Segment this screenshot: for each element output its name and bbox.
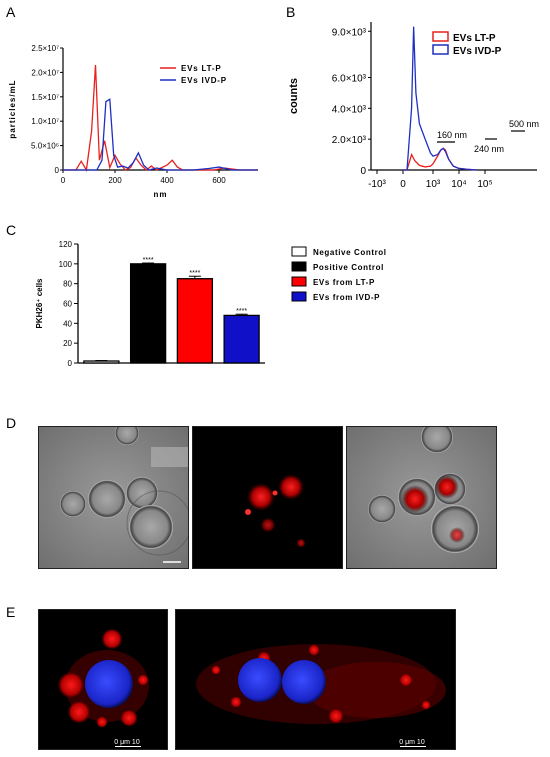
micrograph-d-pkh26 — [192, 426, 343, 569]
y-tick-label: 1.0×10⁷ — [31, 117, 59, 126]
micrograph-e-cell-1: 0 μm 10 — [38, 609, 168, 750]
annotation-160nm: 160 nm — [437, 130, 467, 140]
legend-swatch — [432, 44, 449, 55]
legend-label: Negative Control — [313, 248, 387, 257]
panel-label-d: D — [6, 415, 17, 431]
annotation-240nm: 240 nm — [474, 144, 504, 154]
panel-label-a: A — [6, 4, 16, 20]
legend-swatch — [291, 276, 307, 287]
y-tick-label: 9.0×10³ — [332, 27, 367, 38]
annotation-500nm: 500 nm — [509, 119, 539, 129]
y-tick-label: 2.5×10⁷ — [31, 44, 59, 53]
x-tick-label: -10³ — [368, 179, 386, 190]
panel-label-e: E — [6, 604, 16, 620]
x-tick-label: 600 — [212, 176, 226, 185]
legend-label: EVs LT-P — [453, 33, 496, 44]
chart-a: 0 5.0×10⁶ 1.0×10⁷ 1.5×10⁷ 2.0×10⁷ 2.5×10⁷ 0 200… — [8, 44, 258, 199]
legend-label: EVs from IVD-P — [313, 293, 380, 302]
micrograph-d-brightfield — [38, 426, 189, 569]
legend-label: EVs IVD-P — [453, 46, 502, 57]
bar-1 — [129, 263, 167, 364]
legend-label: EVs from LT-P — [313, 278, 375, 287]
series-line-ivd-p — [63, 98, 258, 171]
legend-swatch — [432, 31, 449, 42]
y-tick-label: 1.5×10⁷ — [31, 93, 59, 102]
y-tick-label: 2.0×10³ — [332, 135, 367, 146]
panel-label-c: C — [6, 222, 17, 238]
x-tick-label: 10⁵ — [477, 179, 492, 190]
x-tick-label: 10³ — [426, 179, 441, 190]
legend-label: EVs IVD-P — [181, 76, 227, 85]
x-tick-label: 0 — [400, 179, 406, 190]
chart-c: 0 20 40 60 80 100 120 PKH26⁺ cells **** **** **** N… — [35, 240, 387, 368]
y-tick-label: 0 — [55, 166, 60, 175]
micrograph-e-cell-2: 0 μm 10 — [175, 609, 456, 750]
y-axis-label: PKH26⁺ cells — [35, 278, 44, 329]
x-tick-label: 0 — [61, 176, 66, 185]
y-tick-label: 4.0×10³ — [332, 104, 367, 115]
panel-label-b: B — [286, 4, 296, 20]
y-tick-label: 40 — [63, 319, 72, 328]
y-tick-label: 20 — [63, 339, 72, 348]
y-tick-label: 80 — [63, 280, 72, 289]
scale-bar-label-e2: 0 μm 10 — [399, 739, 425, 746]
micrograph-d-merge — [346, 426, 497, 569]
bar-2 — [176, 278, 214, 364]
x-tick-label: 400 — [160, 176, 174, 185]
x-tick-label: 200 — [108, 176, 122, 185]
x-axis-label: nm — [154, 190, 168, 199]
legend-swatch — [291, 291, 307, 302]
significance-label: **** — [143, 257, 154, 264]
y-tick-label: 2.0×10⁷ — [31, 68, 59, 77]
y-tick-label: 60 — [63, 300, 72, 309]
scale-bar-label-e1: 0 μm 10 — [114, 739, 140, 746]
legend-label: EVs LT-P — [181, 64, 221, 73]
y-tick-label: 0 — [360, 166, 366, 177]
significance-label: **** — [236, 308, 247, 315]
y-tick-label: 120 — [59, 240, 73, 249]
significance-label: **** — [189, 270, 200, 277]
legend-label: Positive Control — [313, 263, 384, 272]
bar-0 — [83, 360, 120, 364]
y-axis-label: counts — [288, 78, 300, 114]
x-tick-label: 10⁴ — [451, 179, 466, 190]
bar-3 — [223, 314, 260, 364]
legend-swatch — [291, 246, 307, 257]
y-tick-label: 100 — [59, 260, 73, 269]
y-tick-label: 5.0×10⁶ — [31, 142, 59, 151]
y-tick-label: 0 — [68, 359, 73, 368]
series-line-ivd-p — [403, 26, 478, 171]
series-line-lt-p — [63, 65, 258, 172]
legend-swatch — [291, 261, 307, 272]
y-tick-label: 6.0×10³ — [332, 74, 367, 85]
y-axis-label: particles/mL — [8, 79, 17, 138]
